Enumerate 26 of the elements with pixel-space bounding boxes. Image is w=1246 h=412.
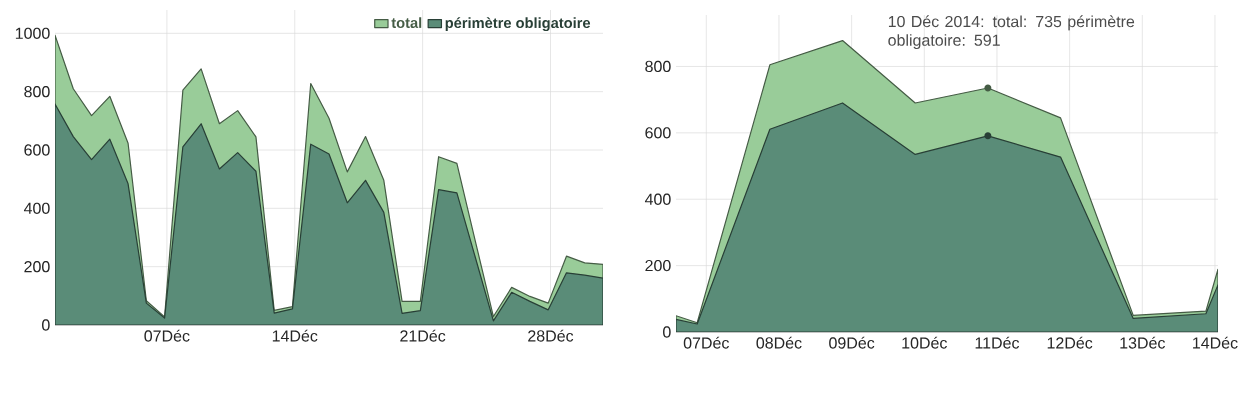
x-tick-label: 10Déc [902, 336, 947, 349]
x-tick-label: 07Déc [144, 329, 190, 342]
x-tick-label: 13Déc [1120, 336, 1165, 349]
legend-label: total [391, 17, 422, 29]
x-tick-label: 21Déc [400, 329, 446, 342]
y-tick-label: 600 [24, 144, 50, 156]
y-tick-label: 0 [663, 326, 671, 338]
x-tick-label: 11Déc [975, 336, 1020, 349]
x-tick-label: 12Déc [1047, 336, 1093, 349]
y-tick-label: 600 [645, 127, 671, 139]
x-tick-label: 07Déc [683, 336, 729, 349]
y-tick-label: 800 [24, 86, 50, 98]
y-tick-label: 800 [645, 60, 671, 73]
x-tick-label: 14Déc [1193, 336, 1238, 349]
y-tick-label: 200 [645, 259, 671, 272]
y-tick-label: 0 [42, 319, 50, 331]
x-tick-label: 08Déc [756, 336, 802, 349]
legend-label: périmètre obligatoire [445, 17, 591, 32]
y-tick-label: 1000 [15, 27, 50, 39]
x-tick-label: 14Déc [272, 329, 318, 342]
y-tick-label: 200 [24, 261, 50, 273]
annotation: 10 Déc 2014: total: 735 périmètre obligatoire: 591 [888, 15, 1135, 50]
y-tick-label: 400 [644, 193, 671, 205]
x-tick-label: 28Déc [528, 329, 574, 342]
y-tick-label: 400 [23, 202, 50, 214]
x-tick-label: 09Déc [829, 336, 875, 349]
